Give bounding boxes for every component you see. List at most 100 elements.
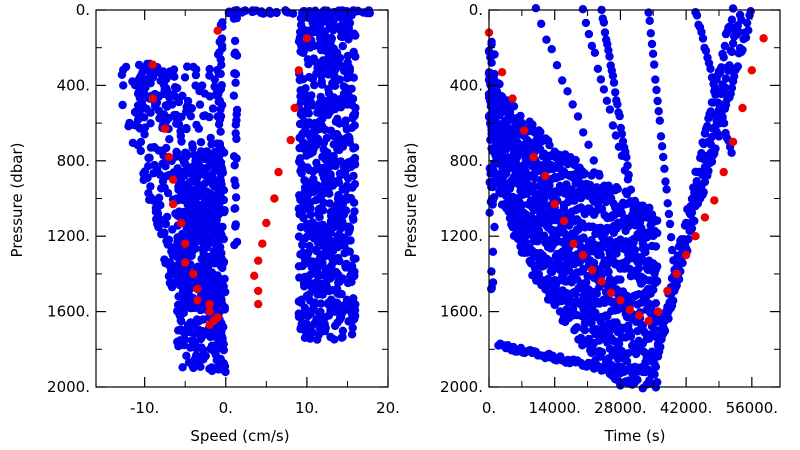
blue-point xyxy=(599,18,609,27)
blue-point xyxy=(350,154,359,163)
blue-point xyxy=(317,80,327,89)
blue-point xyxy=(214,97,223,106)
blue-point xyxy=(529,187,538,197)
red-point xyxy=(168,175,178,184)
blue-point xyxy=(589,338,599,348)
blue-point xyxy=(205,364,214,373)
blue-point xyxy=(189,150,199,159)
blue-point xyxy=(149,169,158,178)
blue-point xyxy=(216,169,226,178)
blue-point xyxy=(741,33,751,42)
red-point xyxy=(258,239,267,248)
blue-point xyxy=(306,204,315,213)
blue-point xyxy=(208,173,217,183)
blue-point xyxy=(295,133,304,142)
panel-time-points xyxy=(484,4,768,393)
blue-point xyxy=(318,56,328,65)
red-point xyxy=(728,137,738,147)
blue-point xyxy=(505,214,515,223)
blue-point xyxy=(195,100,205,109)
blue-point xyxy=(488,247,498,256)
blue-point xyxy=(326,274,335,283)
blue-point xyxy=(319,145,328,154)
blue-point xyxy=(629,198,639,207)
red-point xyxy=(148,94,157,103)
blue-point xyxy=(304,118,314,127)
blue-point xyxy=(512,227,521,237)
blue-point xyxy=(671,278,680,287)
panel-speed-ticks: -10. 0. 10. 20. 0. 400. 800. 1200. 1600. 2000. xyxy=(47,1,400,417)
blue-point xyxy=(349,73,358,82)
blue-point xyxy=(164,272,174,281)
red-point xyxy=(635,311,644,320)
red-point xyxy=(529,152,538,162)
blue-point xyxy=(162,212,172,222)
blue-point xyxy=(332,269,341,278)
blue-point xyxy=(517,190,527,200)
blue-point xyxy=(161,219,170,229)
blue-point xyxy=(487,119,496,128)
blue-point xyxy=(653,378,662,387)
blue-point xyxy=(655,116,664,125)
blue-point xyxy=(653,96,662,106)
blue-point xyxy=(184,358,194,367)
blue-point xyxy=(304,290,314,299)
blue-point xyxy=(522,149,532,158)
blue-point xyxy=(300,176,309,185)
blue-point xyxy=(302,251,312,261)
blue-point xyxy=(566,290,575,299)
blue-point xyxy=(487,88,496,97)
blue-point xyxy=(638,384,647,393)
blue-point xyxy=(325,199,334,208)
blue-point xyxy=(690,216,699,226)
blue-point xyxy=(146,108,155,117)
blue-point xyxy=(333,177,342,186)
blue-point xyxy=(214,210,224,219)
blue-point xyxy=(707,73,717,82)
blue-point xyxy=(578,5,588,14)
red-point xyxy=(616,296,625,305)
blue-point xyxy=(500,180,509,189)
blue-point xyxy=(500,167,509,176)
red-point xyxy=(189,269,198,279)
blue-point xyxy=(630,245,640,255)
blue-point xyxy=(217,60,226,70)
blue-point xyxy=(557,275,566,284)
blue-point xyxy=(337,333,346,342)
blue-point xyxy=(341,185,351,195)
blue-point xyxy=(746,7,755,16)
blue-point xyxy=(156,170,165,179)
y-tick-label: 400. xyxy=(450,76,483,94)
blue-point xyxy=(508,155,517,165)
blue-point xyxy=(335,207,344,216)
blue-point xyxy=(230,176,239,185)
blue-point xyxy=(614,339,624,349)
blue-point xyxy=(184,250,194,260)
blue-point xyxy=(232,116,241,125)
red-point xyxy=(520,126,529,135)
blue-point xyxy=(326,217,336,226)
blue-point xyxy=(304,311,313,321)
blue-point xyxy=(616,275,625,284)
blue-point xyxy=(311,245,321,255)
blue-point xyxy=(605,52,614,61)
blue-point xyxy=(188,171,197,180)
blue-point xyxy=(344,317,353,326)
blue-point xyxy=(174,292,183,301)
blue-point xyxy=(214,90,223,99)
blue-point xyxy=(206,133,215,143)
blue-point xyxy=(526,212,536,221)
blue-point xyxy=(155,114,164,123)
blue-point xyxy=(204,213,214,222)
blue-point xyxy=(616,369,625,378)
blue-point xyxy=(232,10,242,19)
blue-point xyxy=(497,107,507,116)
blue-point xyxy=(320,28,329,37)
blue-point xyxy=(350,207,359,216)
red-point xyxy=(213,313,222,322)
blue-point xyxy=(229,91,239,100)
blue-point xyxy=(635,218,645,228)
blue-point xyxy=(594,169,604,179)
blue-point xyxy=(576,333,586,343)
red-point xyxy=(286,135,295,145)
